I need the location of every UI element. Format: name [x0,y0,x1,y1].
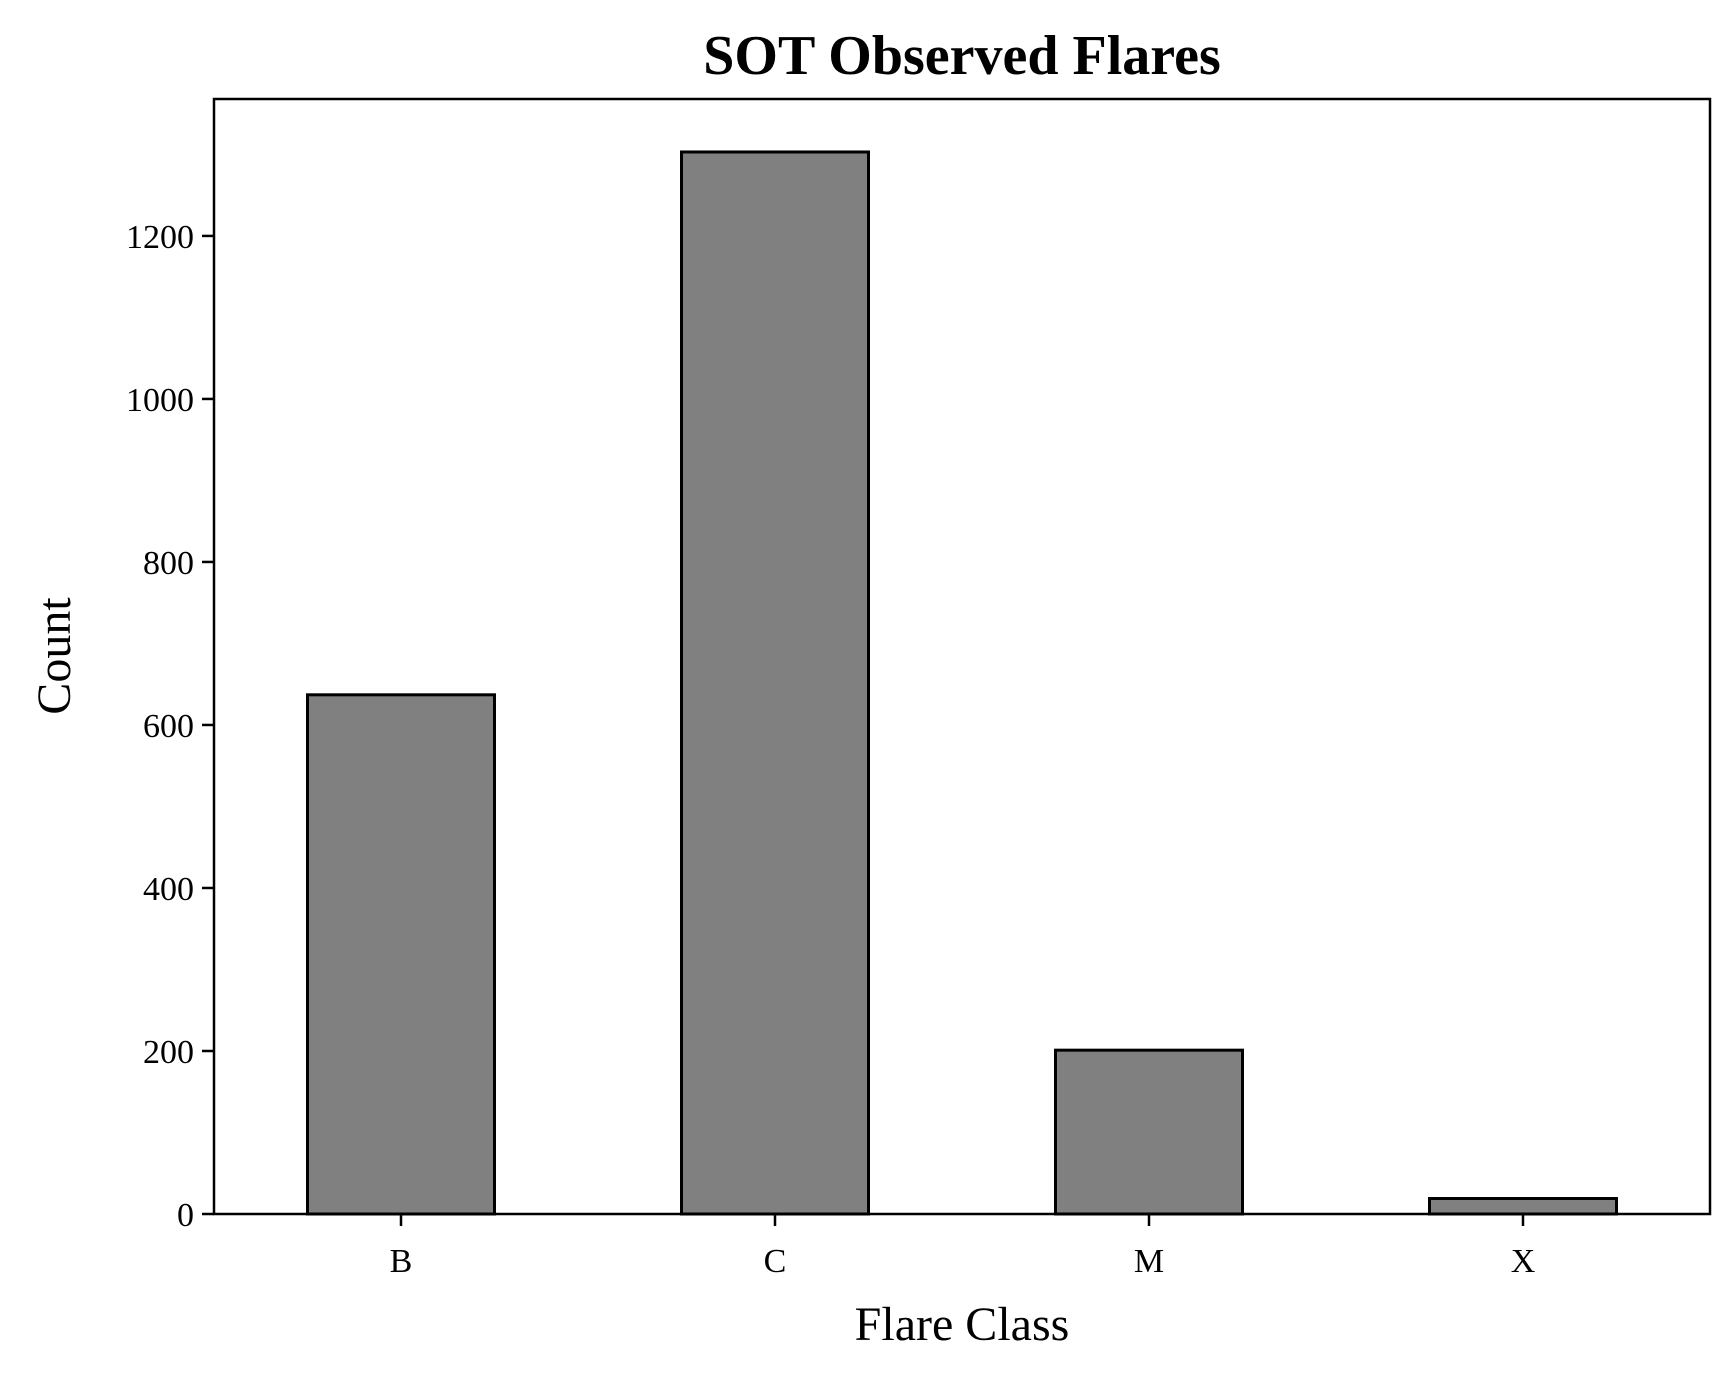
bar-B [306,693,496,1216]
y-tick-label: 600 [143,708,194,745]
y-axis-label: Count [28,597,81,715]
bar-M [1054,1048,1244,1216]
x-tick-label-B: B [390,1243,413,1280]
x-tick-label-C: C [764,1243,787,1280]
chart-title: SOT Observed Flares [703,25,1221,87]
bars [306,150,1618,1216]
y-tick-label: 800 [143,545,194,582]
plot-frame [212,97,1712,1216]
y-tick-label: 200 [143,1034,194,1071]
bar-X [1428,1197,1618,1216]
x-tick-label-X: X [1511,1243,1536,1280]
x-axis-label: Flare Class [855,1298,1070,1351]
y-tick-label: 400 [143,871,194,908]
y-axis-ticks: 0 200 400 600 800 1000 1200 [126,219,214,1234]
bar-C [680,150,870,1216]
y-tick-label: 1000 [126,382,194,419]
x-tick-label-M: M [1134,1243,1164,1280]
y-tick-label: 0 [177,1197,194,1234]
y-tick-label: 1200 [126,219,194,256]
